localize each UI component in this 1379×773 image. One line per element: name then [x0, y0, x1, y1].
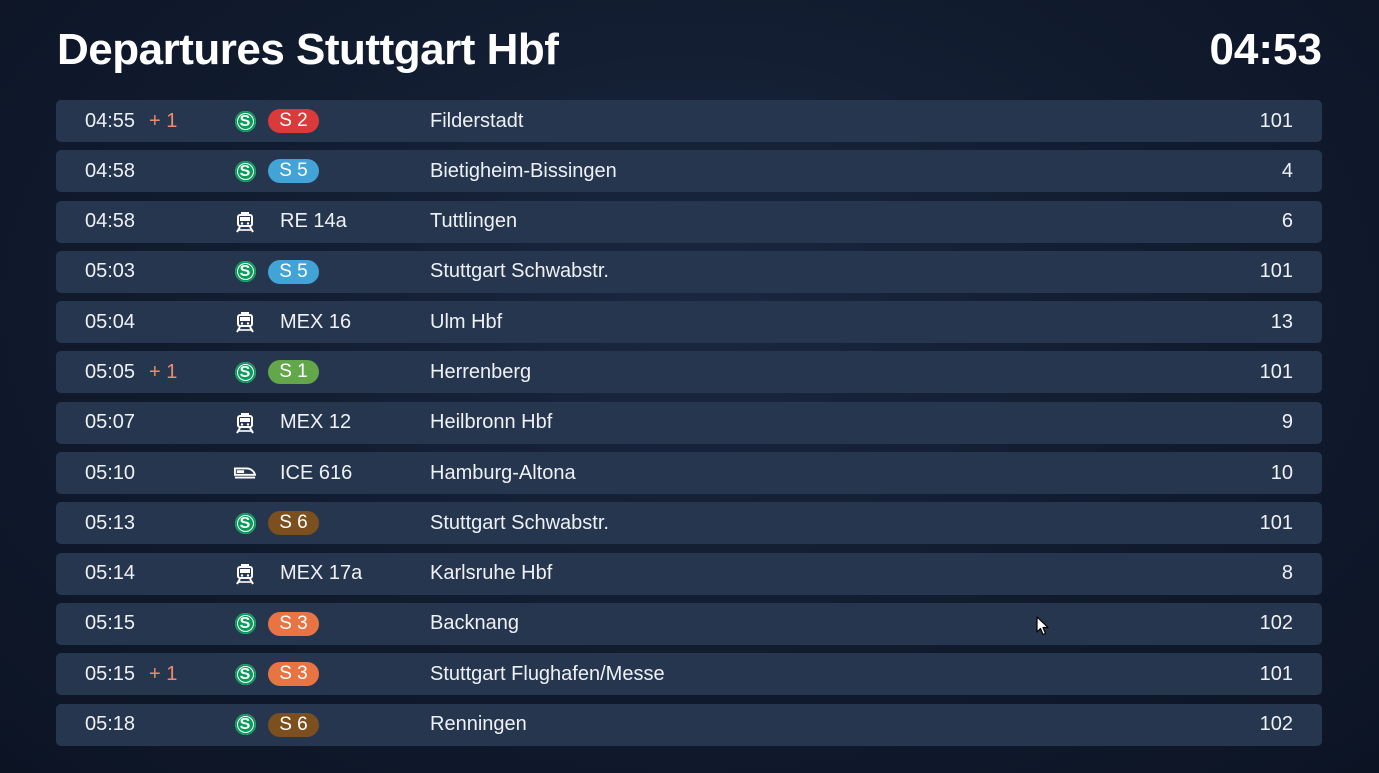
- line-badge: S 3: [268, 611, 319, 636]
- line-badge: S 2: [268, 109, 319, 133]
- departures-list: 04:55 + 1 S S 2 Filderstadt 101 04:58 S S 5 Bieti…: [56, 100, 1322, 754]
- departure-time: 05:10: [85, 461, 136, 484]
- high-speed-train-icon: [234, 462, 256, 484]
- departure-time: 05:05: [85, 360, 136, 383]
- departure-row: 04:55 + 1 S S 2 Filderstadt 101: [56, 100, 1322, 142]
- mouse-cursor-icon: [1036, 616, 1049, 636]
- page-title: Departures Stuttgart Hbf: [57, 25, 559, 74]
- departure-time: 05:15: [85, 662, 136, 685]
- platform-number: 101: [1259, 360, 1293, 383]
- sbahn-icon: S: [234, 512, 256, 534]
- departure-row: 05:05 + 1 S S 1 Herrenberg 101: [56, 351, 1322, 394]
- sbahn-icon: S: [234, 361, 256, 383]
- departure-row: 05:04 MEX 16 Ulm Hbf 13: [56, 301, 1322, 344]
- departure-time: 04:58: [85, 210, 136, 233]
- departure-time: 05:15: [85, 612, 136, 635]
- departure-row: 05:13 S S 6 Stuttgart Schwabstr. 101: [56, 502, 1322, 545]
- departure-row: 04:58 RE 14a Tuttlingen 6: [56, 200, 1322, 243]
- sbahn-icon: S: [234, 110, 256, 132]
- departure-time: 05:14: [85, 562, 136, 585]
- platform-number: 101: [1259, 109, 1293, 132]
- line-name: ICE 616: [280, 461, 353, 484]
- departure-time: 05:04: [85, 310, 136, 333]
- departure-row: 05:03 S S 5 Stuttgart Schwabstr. 101: [56, 250, 1322, 293]
- destination: Renningen: [430, 713, 527, 736]
- departure-row: 05:14 MEX 17a Karlsruhe Hbf 8: [56, 552, 1322, 595]
- destination: Filderstadt: [430, 109, 524, 132]
- departure-row: 05:07 MEX 12 Heilbronn Hbf 9: [56, 401, 1322, 444]
- current-time-clock: 04:53: [1209, 25, 1322, 74]
- line-badge: S 6: [268, 511, 319, 536]
- platform-number: 8: [1281, 562, 1293, 585]
- line-badge: S 1: [268, 360, 319, 385]
- regional-train-icon: [234, 311, 256, 333]
- departure-time: 05:18: [85, 713, 136, 736]
- line-name: RE 14a: [280, 210, 347, 233]
- platform-number: 6: [1281, 210, 1293, 233]
- destination: Stuttgart Schwabstr.: [430, 511, 609, 534]
- delay-minutes: + 1: [149, 662, 178, 685]
- departure-row: 05:18 S S 6 Renningen 102: [56, 703, 1322, 746]
- sbahn-icon: S: [234, 714, 256, 736]
- delay-minutes: + 1: [149, 360, 178, 383]
- sbahn-icon: S: [234, 261, 256, 283]
- destination: Tuttlingen: [430, 210, 518, 233]
- destination: Ulm Hbf: [430, 310, 503, 333]
- destination: Karlsruhe Hbf: [430, 562, 553, 585]
- line-name: MEX 16: [280, 310, 352, 333]
- platform-number: 101: [1259, 662, 1293, 685]
- board-header: Departures Stuttgart Hbf 04:53: [57, 22, 1322, 78]
- platform-number: 10: [1270, 461, 1293, 484]
- departure-time: 05:13: [85, 511, 136, 534]
- line-badge: S 5: [268, 159, 319, 184]
- destination: Hamburg-Altona: [430, 461, 576, 484]
- line-badge: S 6: [268, 712, 319, 737]
- platform-number: 102: [1259, 612, 1293, 635]
- line-badge: S 5: [268, 259, 319, 284]
- departure-row: 05:15 S S 3 Backnang 102: [56, 602, 1322, 645]
- sbahn-icon: S: [234, 663, 256, 685]
- sbahn-icon: S: [234, 613, 256, 635]
- line-badge: S 3: [268, 662, 319, 687]
- destination: Herrenberg: [430, 360, 532, 383]
- departure-row: 05:10 ICE 616 Hamburg-Altona 10: [56, 452, 1322, 495]
- regional-train-icon: [234, 412, 256, 434]
- platform-number: 102: [1259, 713, 1293, 736]
- platform-number: 4: [1281, 159, 1293, 182]
- regional-train-icon: [234, 211, 256, 233]
- departure-time: 05:07: [85, 411, 136, 434]
- destination: Stuttgart Flughafen/Messe: [430, 662, 665, 685]
- departure-time: 05:03: [85, 260, 136, 283]
- destination: Heilbronn Hbf: [430, 411, 553, 434]
- platform-number: 9: [1281, 411, 1293, 434]
- destination: Backnang: [430, 612, 519, 635]
- destination: Stuttgart Schwabstr.: [430, 260, 609, 283]
- departure-time: 04:55: [85, 109, 136, 132]
- line-name: MEX 12: [280, 411, 352, 434]
- destination: Bietigheim-Bissingen: [430, 159, 617, 182]
- delay-minutes: + 1: [149, 109, 178, 132]
- platform-number: 101: [1259, 511, 1293, 534]
- platform-number: 101: [1259, 260, 1293, 283]
- departure-time: 04:58: [85, 159, 136, 182]
- platform-number: 13: [1270, 310, 1293, 333]
- departure-row: 04:58 S S 5 Bietigheim-Bissingen 4: [56, 150, 1322, 193]
- regional-train-icon: [234, 563, 256, 585]
- departure-row: 05:15 + 1 S S 3 Stuttgart Flughafen/Messe 101: [56, 653, 1322, 696]
- line-name: MEX 17a: [280, 562, 363, 585]
- sbahn-icon: S: [234, 160, 256, 182]
